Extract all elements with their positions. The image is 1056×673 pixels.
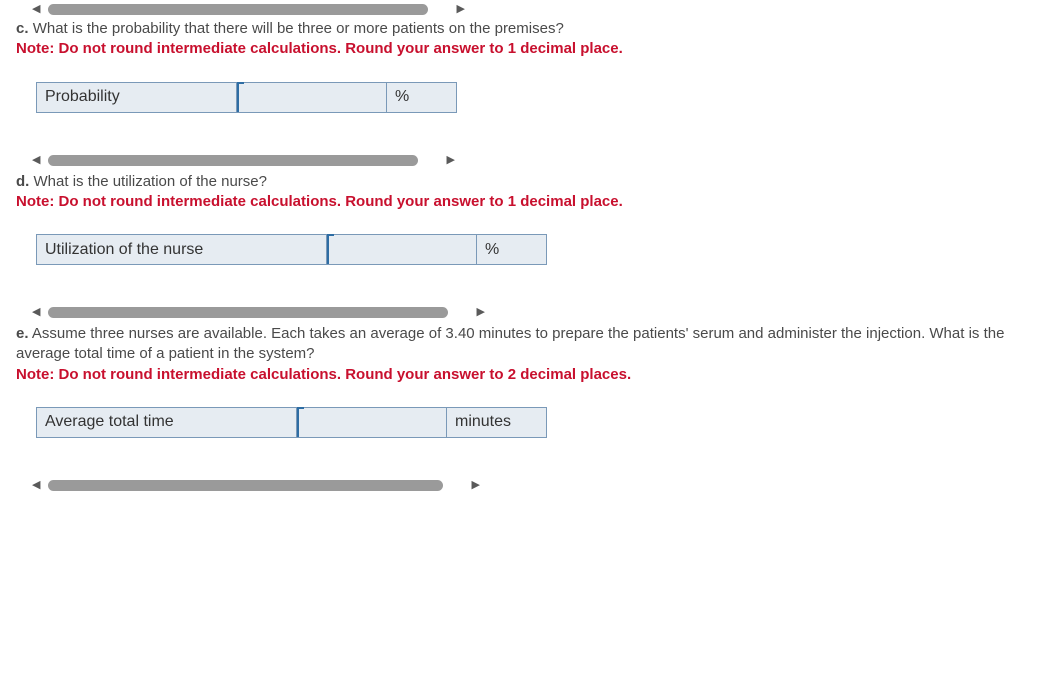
question-c-input[interactable] [245,86,378,109]
input-caret-icon [327,235,329,264]
scroll-track[interactable] [48,307,448,318]
scroll-right-icon[interactable]: ▶ [456,4,464,15]
scroll-left-icon[interactable]: ◀ [32,4,40,15]
scroll-track[interactable] [48,4,428,15]
question-e-answer-wrap: Average total time minutes [16,385,1040,456]
scroll-right-icon[interactable]: ▶ [476,307,484,318]
scroll-left-icon[interactable]: ◀ [32,307,40,318]
question-c-answer-wrap: Probability % [16,60,1040,131]
scroll-indicator[interactable]: ◀ ▶ [0,0,1056,19]
question-c-input-cell[interactable] [237,82,387,112]
question-d-table: Utilization of the nurse % [36,234,547,265]
scroll-indicator[interactable]: ◀ ▶ [0,462,1056,495]
scroll-indicator[interactable]: ◀ ▶ [0,289,1056,324]
scroll-left-icon[interactable]: ◀ [32,480,40,491]
question-c-note: Note: Do not round intermediate calculat… [16,39,1040,59]
question-e-input[interactable] [305,411,438,434]
question-d-text: d. What is the utilization of the nurse? [16,172,1040,192]
scroll-track[interactable] [48,480,443,491]
question-c-text: c. What is the probability that there wi… [16,19,1040,39]
input-caret-icon [237,83,239,112]
question-c-unit-cell: % [387,82,457,112]
question-d-note: Note: Do not round intermediate calculat… [16,192,1040,212]
scroll-left-icon[interactable]: ◀ [32,155,40,166]
question-d-body: What is the utilization of the nurse? [34,173,267,190]
question-c-label-cell: Probability [37,82,237,112]
question-e-body: Assume three nurses are available. Each … [16,325,1004,362]
question-e-note: Note: Do not round intermediate calculat… [16,365,1040,385]
question-e-letter: e. [16,325,29,342]
question-d-input-cell[interactable] [327,235,477,265]
scroll-track[interactable] [48,155,418,166]
question-c: c. What is the probability that there wi… [0,19,1056,137]
question-e-input-cell[interactable] [297,407,447,437]
scroll-indicator[interactable]: ◀ ▶ [0,137,1056,172]
scroll-right-icon[interactable]: ▶ [471,480,479,491]
question-c-table: Probability % [36,82,457,113]
question-e-text: e. Assume three nurses are available. Ea… [16,324,1040,365]
question-e: e. Assume three nurses are available. Ea… [0,324,1056,462]
question-d-unit-cell: % [477,235,547,265]
input-caret-icon [297,408,299,437]
scroll-right-icon[interactable]: ▶ [446,155,454,166]
question-d: d. What is the utilization of the nurse?… [0,172,1056,290]
question-e-label-cell: Average total time [37,407,297,437]
question-d-letter: d. [16,173,29,190]
question-e-table: Average total time minutes [36,407,547,438]
question-d-input[interactable] [335,238,468,261]
question-d-answer-wrap: Utilization of the nurse % [16,212,1040,283]
question-c-body: What is the probability that there will … [33,20,564,37]
question-d-label-cell: Utilization of the nurse [37,235,327,265]
question-e-unit-cell: minutes [447,407,547,437]
question-c-letter: c. [16,20,29,37]
